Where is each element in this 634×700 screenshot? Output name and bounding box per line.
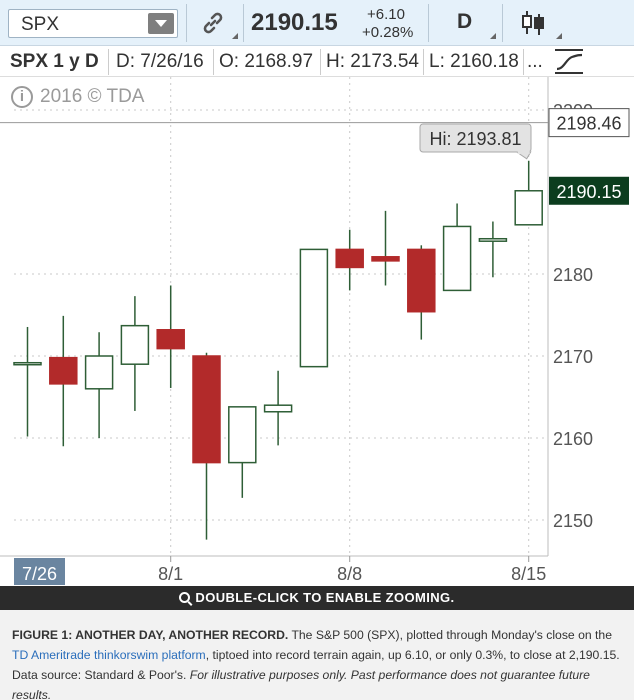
link-menu-icon[interactable] (232, 33, 238, 39)
date-tick-label: 8/8 (337, 564, 362, 584)
net-change: +6.10 (367, 6, 405, 23)
caption-text: The S&P 500 (SPX), plotted through Monda… (288, 628, 612, 642)
time-axis: 7/26 8/1 8/8 8/15 (0, 555, 548, 585)
date-tick-label: 8/1 (158, 564, 183, 584)
last-price-box (549, 176, 629, 205)
price-tick-label: 2170 (553, 347, 593, 367)
chart-style-menu-icon[interactable] (556, 33, 562, 39)
last-price: 2190.15 (251, 9, 338, 36)
info-bar: SPX 1 y D D: 7/26/16 O: 2168.97 H: 2173.… (0, 46, 634, 77)
toolbar-divider (243, 4, 244, 42)
chart-toolbar: SPX 2190.15 +6.10 +0.28% D (0, 0, 634, 46)
info-divider (523, 49, 524, 75)
bar-low: L: 2160.18 (429, 51, 519, 72)
disclaimer: For illustrative purposes only. Past per… (12, 668, 590, 700)
chart-title: SPX 1 y D (10, 51, 99, 72)
more-ellipsis[interactable]: ... (527, 51, 543, 72)
aggregation-selector[interactable]: D (457, 10, 473, 33)
current-date-marker (14, 558, 65, 585)
candle-down (156, 329, 185, 350)
candle-down (192, 355, 221, 464)
candle-up (263, 404, 293, 413)
date-tick-label: 7/26 (22, 564, 57, 584)
info-divider (108, 49, 109, 75)
hi-bubble-label: Hi: 2193.81 (429, 129, 521, 149)
info-divider (320, 49, 321, 75)
chart-style-icon[interactable] (518, 8, 548, 38)
zoom-bar-label: DOUBLE-CLICK TO ENABLE ZOOMING. (195, 590, 455, 605)
zoom-icon (179, 592, 191, 603)
price-tick-label: 2160 (553, 429, 593, 449)
chevron-down-icon[interactable] (148, 13, 174, 34)
percent-change: +0.28% (362, 24, 414, 41)
toolbar-divider (186, 4, 187, 42)
info-divider (213, 49, 214, 75)
candle-down (371, 256, 400, 262)
candle-up (120, 324, 150, 365)
figure-label: FIGURE 1: ANOTHER DAY, ANOTHER RECORD. (12, 628, 289, 642)
hi-bubble-joint (517, 151, 530, 154)
candle-up (299, 248, 329, 368)
info-divider (423, 49, 424, 75)
date-tick-label: 8/15 (511, 564, 546, 584)
symbol-text: SPX (21, 14, 60, 35)
zoom-bar[interactable]: DOUBLE-CLICK TO ENABLE ZOOMING. (0, 586, 634, 610)
platform-link[interactable]: TD Ameritrade thinkorswim platform (12, 648, 206, 662)
candle-up (84, 355, 114, 390)
hi-axis-label: 2198.46 (556, 114, 621, 134)
link-icon[interactable] (200, 10, 226, 36)
candle-down (335, 248, 364, 269)
aggregation-menu-icon[interactable] (490, 33, 496, 39)
candles (13, 160, 543, 540)
info-icon: i (11, 86, 33, 108)
toolbar-divider (502, 4, 503, 42)
bar-open: O: 2168.97 (219, 51, 314, 72)
candle-up (228, 406, 257, 464)
price-chart[interactable]: 21502160217021802200 7/268/18/88/15 2198… (0, 77, 634, 586)
bar-high: H: 2173.54 (326, 51, 419, 72)
chart-annotations: 2198.46 2190.15 Hi: 2193.81 (0, 108, 630, 205)
studies-icon[interactable] (552, 47, 586, 76)
price-tick-label: 2180 (553, 265, 593, 285)
candle-down (49, 356, 78, 385)
caption-text-2: , tiptoed into record terrain again, up … (12, 648, 620, 682)
hi-axis-box (548, 108, 630, 138)
candle-up (442, 225, 472, 292)
candle-down (407, 248, 436, 313)
last-price-label: 2190.15 (556, 182, 621, 202)
figure-caption: FIGURE 1: ANOTHER DAY, ANOTHER RECORD. T… (0, 610, 634, 700)
bar-date: D: 7/26/16 (116, 51, 204, 72)
candle-up (478, 237, 508, 242)
toolbar-divider (428, 4, 429, 42)
candle-up (13, 361, 42, 366)
copyright-watermark: 2016 © TDA (40, 86, 145, 107)
price-tick-label: 2150 (553, 511, 593, 531)
candle-up (514, 190, 543, 226)
hi-bubble (419, 123, 532, 153)
symbol-selector[interactable]: SPX (8, 9, 178, 38)
